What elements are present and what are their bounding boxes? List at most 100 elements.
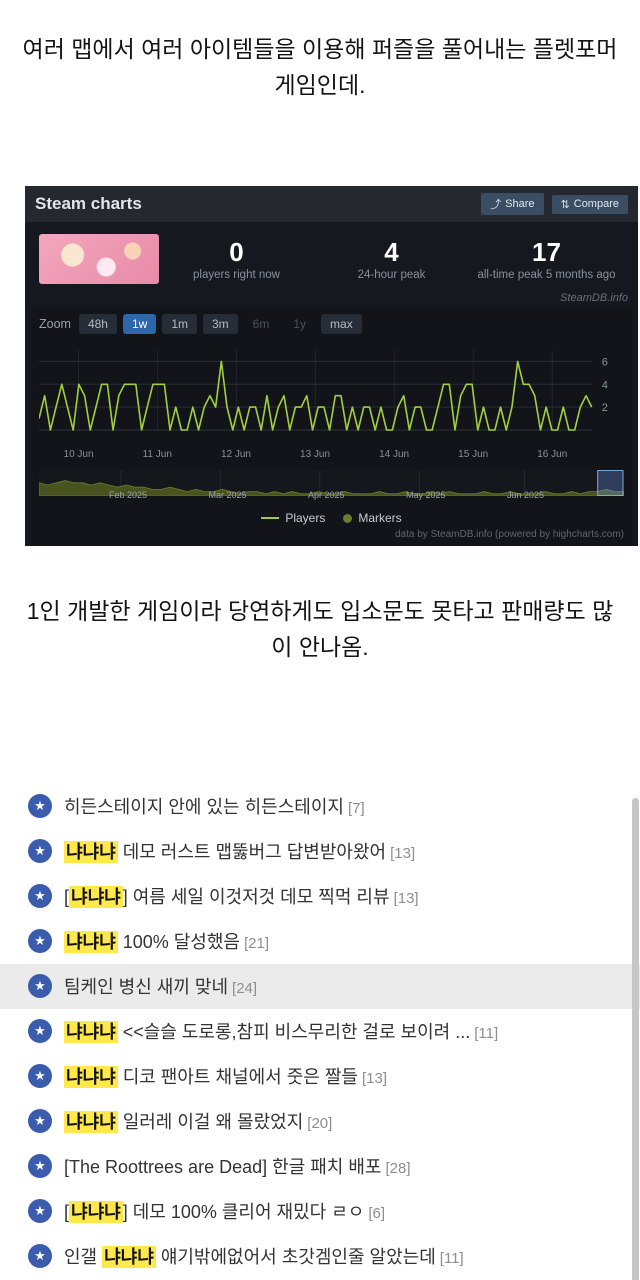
star-icon: ★ [28,974,52,999]
post-highlight: 냐냐냐 [102,1246,156,1269]
legend-players[interactable]: Players [261,511,325,525]
post-text: ] 여름 세일 이것저것 데모 찍먹 리뷰 [122,887,390,908]
share-icon: ⤴ [490,199,502,212]
navigator-area-chart[interactable] [38,470,625,497]
legend-players-label: Players [285,511,326,526]
post-text: [ [64,887,70,908]
zoom-1w-button[interactable]: 1w [122,314,157,335]
post-title: 인갤 냐냐냐 얘기밖에없어서 초갓겜인줄 알았는데 [11] [64,1243,464,1269]
star-icon: ★ [28,1244,52,1269]
post-list: ★ 히든스테이지 안에 있는 히든스테이지 [7] ★ 냐냐냐 데모 러스트 맵뚫… [0,784,640,1279]
post-title: 냐냐냐 일러레 이걸 왜 몰랐었지 [20] [64,1108,332,1134]
post-text: [The Roottrees are Dead] 한글 패치 배포 [64,1157,382,1178]
post-title: 냐냐냐 데모 러스트 맵뚫버그 답변받아왔어 [13] [64,838,415,864]
post-text: 인갤 [64,1247,103,1268]
alltime-peak-value: 17 [532,236,561,267]
post-row[interactable]: ★ 냐냐냐 <<슬슬 도로롱,참피 비스무리한 걸로 보이려 ... [11] [0,1009,640,1054]
post-text: 데모 러스트 맵뚫버그 답변받아왔어 [117,842,387,863]
post-row[interactable]: ★ 냐냐냐 일러레 이걸 왜 몰랐었지 [20] [0,1099,640,1144]
x-axis-labels: 10 Jun 11 Jun 12 Jun 13 Jun 14 Jun 15 Ju… [39,449,624,460]
x-tick: 16 Jun [537,449,568,461]
post-highlight: 냐냐냐 [64,841,118,864]
chart-navigator[interactable]: Feb 2025 Mar 2025 Apr 2025 May 2025 Jun … [38,470,625,501]
legend-markers[interactable]: Markers [343,511,402,526]
x-tick: 10 Jun [63,449,94,461]
post-text: ] 데모 100% 클리어 재밌다 ㄹㅇ [122,1202,365,1223]
peak-24h-value: 4 [384,236,399,267]
zoom-max-button[interactable]: max [321,314,362,335]
peak-24h-label: 24-hour peak [357,268,426,281]
svg-text:4: 4 [602,380,608,392]
compare-button[interactable]: ⇅ Compare [551,194,628,214]
zoom-48h-button[interactable]: 48h [78,314,117,335]
svg-text:2: 2 [602,402,608,414]
steam-charts-header: Steam charts ⤴ Share ⇅ Compare [25,186,638,223]
zoom-3m-button[interactable]: 3m [203,314,238,335]
post-row[interactable]: ★ 냐냐냐 100% 달성했음 [21] [0,919,640,964]
post-text: [ [64,1202,70,1223]
stat-alltime-peak: 17 all-time peak 5 months ago [469,238,624,281]
stats-row: 0 players right now 4 24-hour peak 17 al… [25,222,638,292]
post-text: 디코 팬아트 채널에서 줏은 짤들 [117,1067,358,1088]
game-capsule-image [39,234,159,285]
post-highlight: 냐냐냐 [64,1066,118,1089]
post-text: 얘기밖에없어서 초갓겜인줄 알았는데 [155,1247,436,1268]
star-icon: ★ [28,1199,52,1224]
compare-icon: ⇅ [560,198,570,211]
post-text: 팀케인 병신 새끼 맞네 [64,977,229,998]
post-text: 일러레 이걸 왜 몰랐었지 [117,1112,304,1133]
players-line-chart[interactable]: 2 4 6 [38,342,624,442]
post-text: 히든스테이지 안에 있는 히든스테이지 [64,797,344,818]
comment-count: [11] [439,1250,464,1268]
zoom-1y-button: 1y [284,314,315,334]
legend-markers-label: Markers [358,511,402,526]
post-text: <<슬슬 도로롱,참피 비스무리한 걸로 보이려 ... [117,1022,471,1043]
post-title: [The Roottrees are Dead] 한글 패치 배포 [28] [64,1153,411,1179]
post-title: 냐냐냐 100% 달성했음 [21] [64,928,269,954]
post-title: [냐냐냐] 여름 세일 이것저것 데모 찍먹 리뷰 [13] [64,883,419,909]
star-icon: ★ [28,794,52,819]
x-tick: 15 Jun [458,449,489,461]
scrollbar-thumb[interactable] [632,798,639,1280]
x-tick: 14 Jun [379,449,410,461]
zoom-1m-button[interactable]: 1m [162,314,197,335]
post-row[interactable]: ★ 히든스테이지 안에 있는 히든스테이지 [7] [0,784,640,829]
star-icon: ★ [28,1019,52,1044]
comment-count: [24] [232,980,258,998]
post-title: 냐냐냐 디코 팬아트 채널에서 줏은 짤들 [13] [64,1063,387,1089]
zoom-controls: Zoom 48h 1w 1m 3m 6m 1y max [39,314,624,335]
post-row[interactable]: ★ [The Roottrees are Dead] 한글 패치 배포 [28] [0,1144,640,1189]
comment-count: [6] [368,1205,386,1223]
chart-legend: Players Markers [39,511,624,525]
post-title: [냐냐냐] 데모 100% 클리어 재밌다 ㄹㅇ [6] [64,1198,385,1224]
post-row[interactable]: ★ [냐냐냐] 여름 세일 이것저것 데모 찍먹 리뷰 [13] [0,874,640,919]
comment-count: [11] [474,1025,499,1043]
post-highlight: 냐냐냐 [64,1021,118,1044]
post-row[interactable]: ★ [냐냐냐] 데모 100% 클리어 재밌다 ㄹㅇ [6] [0,1189,640,1234]
markers-dot-swatch [343,513,353,523]
post-row[interactable]: ★ 인갤 냐냐냐 얘기밖에없어서 초갓겜인줄 알았는데 [11] [0,1234,640,1279]
stat-24h-peak: 4 24-hour peak [314,238,469,281]
intro-text: 여러 맵에서 여러 아이템들을 이용해 퍼즐을 풀어내는 플렛포머 게임인데. [22,36,618,98]
share-button[interactable]: ⤴ Share [481,193,544,216]
post-row[interactable]: ★ 냐냐냐 데모 러스트 맵뚫버그 답변받아왔어 [13] [0,829,640,874]
star-icon: ★ [28,1109,52,1134]
post-text: 100% 달성했음 [117,932,240,953]
x-tick: 13 Jun [300,449,331,461]
post-row[interactable]: ★ 냐냐냐 디코 팬아트 채널에서 줏은 짤들 [13] [0,1054,640,1099]
post-title: 냐냐냐 <<슬슬 도로롱,참피 비스무리한 걸로 보이려 ... [11] [64,1018,498,1044]
commentary-text: 1인 개발한 게임이라 당연하게도 입소문도 못타고 판매량도 많이 안나옴. [26,598,614,660]
chart-area: Zoom 48h 1w 1m 3m 6m 1y max 2 4 6 10 Jun 1… [31,306,632,547]
steam-charts-title: Steam charts [35,194,142,214]
post-row-selected[interactable]: ★ 팀케인 병신 새끼 맞네 [24] [0,963,640,1009]
post-highlight: 냐냐냐 [69,1201,123,1224]
page: 여러 맵에서 여러 아이템들을 이용해 퍼즐을 풀어내는 플렛포머 게임인데. … [0,32,640,1280]
comment-count: [21] [243,935,269,953]
star-icon: ★ [28,1154,52,1179]
comment-count: [7] [347,800,365,818]
comment-count: [28] [385,1160,411,1178]
steamdb-watermark[interactable]: SteamDB.info [560,292,628,305]
comment-count: [13] [393,890,419,908]
alltime-peak-label: all-time peak 5 months ago [477,268,616,281]
post-title: 히든스테이지 안에 있는 히든스테이지 [7] [64,793,365,819]
